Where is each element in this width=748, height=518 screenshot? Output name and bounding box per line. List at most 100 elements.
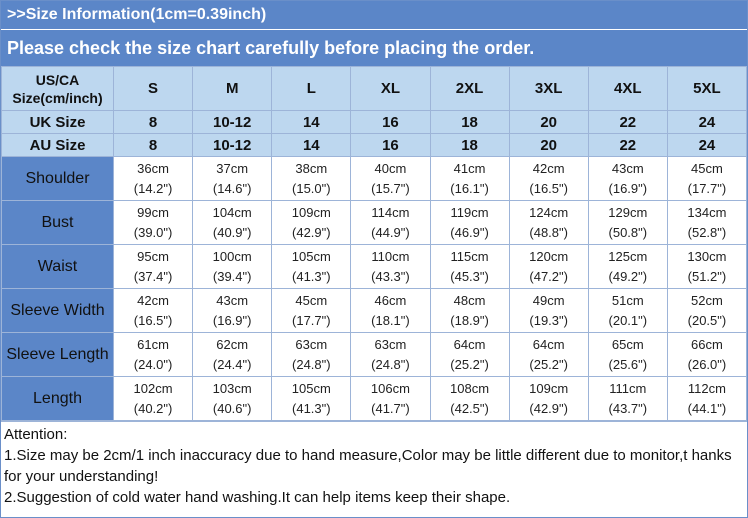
us-size-label: US/CA Size(cm/inch) — [1, 66, 114, 111]
inch-value: (16.9") — [608, 180, 648, 196]
inch-value: (41.3") — [292, 400, 331, 416]
uk-size-row: UK Size 8 10-12 14 16 18 20 22 24 — [1, 110, 748, 134]
cm-value: 115cm — [450, 248, 489, 264]
cm-value: 105cm — [291, 248, 331, 264]
inch-value: (16.5") — [529, 180, 568, 196]
cm-value: 43cm — [611, 160, 644, 176]
inch-value: (17.7") — [687, 180, 727, 196]
attention-title: Attention: — [4, 426, 68, 443]
measurement-cell: 42cm (16.5") — [508, 156, 589, 201]
inch-value: (14.2") — [133, 180, 173, 196]
au-size-row: AU Size 8 10-12 14 16 18 20 22 24 — [1, 133, 748, 157]
attention-line-1: 1.Size may be 2cm/1 inch inaccuracy due … — [4, 447, 732, 485]
au-size-cell: 14 — [271, 133, 352, 157]
inch-value: (40.2") — [133, 400, 173, 416]
inch-value: (18.1") — [371, 312, 410, 328]
measurement-cell: 41cm (16.1") — [429, 156, 510, 201]
inch-value: (44.9") — [371, 224, 410, 240]
measurement-cell: 129cm (50.8") — [587, 200, 668, 245]
inch-value: (16.1") — [450, 180, 489, 196]
measurement-cell: 106cm (41.7") — [350, 376, 431, 421]
measurement-cell: 95cm (37.4") — [112, 244, 194, 289]
inch-value: (52.8") — [687, 224, 727, 240]
inch-value: (17.7") — [292, 312, 331, 328]
measurement-label: Waist — [1, 244, 114, 289]
cm-value: 49cm — [532, 292, 565, 308]
uk-size-cell: 10-12 — [192, 110, 273, 134]
measurement-cell: 124cm (48.8") — [508, 200, 589, 245]
cm-value: 119cm — [450, 204, 489, 220]
us-size-cell: 2XL — [429, 66, 510, 111]
measurement-cell: 36cm (14.2") — [112, 156, 194, 201]
inch-value: (42.9") — [292, 224, 331, 240]
inch-value: (24.8") — [292, 356, 331, 372]
uk-size-cell: 22 — [587, 110, 668, 134]
us-size-cell: XL — [350, 66, 431, 111]
measurement-cell: 134cm (52.8") — [666, 200, 748, 245]
inch-value: (42.9") — [529, 400, 568, 416]
inch-value: (26.0") — [687, 356, 727, 372]
us-size-cell: 4XL — [587, 66, 668, 111]
cm-value: 130cm — [687, 248, 727, 264]
measurement-cell: 61cm (24.0") — [112, 332, 194, 377]
cm-value: 46cm — [374, 292, 407, 308]
measurement-cell: 125cm (49.2") — [587, 244, 668, 289]
inch-value: (20.1") — [608, 312, 648, 328]
measurement-cell: 46cm (18.1") — [350, 288, 431, 333]
cm-value: 61cm — [137, 336, 169, 352]
uk-size-cell: 14 — [271, 110, 352, 134]
measurement-label: Length — [1, 376, 114, 421]
cm-value: 120cm — [529, 248, 569, 264]
inch-value: (44.1") — [687, 400, 727, 416]
cm-value: 45cm — [295, 292, 328, 308]
inch-value: (19.3") — [529, 312, 568, 328]
inch-value: (41.3") — [292, 268, 331, 284]
measurement-label: Bust — [1, 200, 114, 245]
inch-value: (16.5") — [133, 312, 173, 328]
us-size-row: US/CA Size(cm/inch) S M L XL 2XL 3XL 4XL… — [1, 66, 748, 111]
cm-value: 109cm — [529, 380, 569, 396]
inch-value: (41.7") — [371, 400, 410, 416]
measurement-row: Sleeve Width 42cm (16.5") 43cm (16.9") 45cm (1… — [1, 288, 748, 333]
measurement-label: Shoulder — [1, 156, 114, 201]
us-label-line2: Size(cm/inch) — [12, 89, 103, 106]
measurement-label: Sleeve Width — [1, 288, 114, 333]
uk-size-label: UK Size — [1, 110, 114, 134]
uk-size-cell: 18 — [429, 110, 510, 134]
inch-value: (51.2") — [687, 268, 727, 284]
measurement-row: Shoulder 36cm (14.2") 37cm (14.6") 38cm (15.0"… — [1, 156, 748, 201]
size-table: US/CA Size(cm/inch) S M L XL 2XL 3XL 4XL… — [1, 66, 748, 421]
measurement-cell: 111cm (43.7") — [587, 376, 668, 421]
inch-value: (43.3") — [371, 268, 410, 284]
cm-value: 100cm — [212, 248, 252, 264]
inch-value: (20.5") — [687, 312, 727, 328]
inch-value: (15.7") — [371, 180, 410, 196]
cm-value: 129cm — [608, 204, 648, 220]
au-size-cell: 18 — [429, 133, 510, 157]
measurement-row: Length 102cm (40.2") 103cm (40.6") 105cm (41.3… — [1, 376, 748, 421]
cm-value: 111cm — [609, 380, 647, 396]
inch-value: (25.6") — [608, 356, 648, 372]
au-size-cell: 10-12 — [192, 133, 273, 157]
uk-size-cell: 24 — [666, 110, 748, 134]
au-size-cell: 20 — [508, 133, 589, 157]
cm-value: 105cm — [291, 380, 331, 396]
cm-value: 42cm — [137, 292, 169, 308]
measurement-cell: 105cm (41.3") — [271, 244, 352, 289]
inch-value: (15.0") — [292, 180, 331, 196]
cm-value: 45cm — [691, 160, 723, 176]
inch-value: (18.9") — [450, 312, 489, 328]
measurement-cell: 62cm (24.4") — [192, 332, 273, 377]
measurement-cell: 103cm (40.6") — [192, 376, 273, 421]
measurement-cell: 100cm (39.4") — [192, 244, 273, 289]
cm-value: 52cm — [691, 292, 723, 308]
measurement-cell: 120cm (47.2") — [508, 244, 589, 289]
measurement-cell: 108cm (42.5") — [429, 376, 510, 421]
au-size-cell: 24 — [666, 133, 748, 157]
cm-value: 38cm — [295, 160, 328, 176]
measurement-cell: 66cm (26.0") — [666, 332, 748, 377]
inch-value: (47.2") — [529, 268, 568, 284]
cm-value: 43cm — [216, 292, 249, 308]
inch-value: (42.5") — [450, 400, 489, 416]
cm-value: 63cm — [295, 336, 328, 352]
